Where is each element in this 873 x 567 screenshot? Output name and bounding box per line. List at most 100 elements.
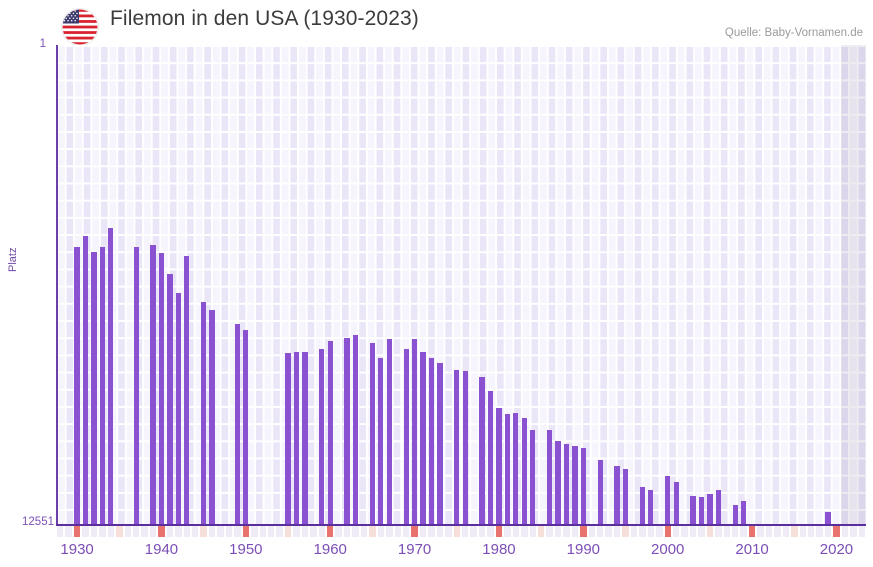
bar-1972 [428, 358, 435, 525]
x-axis-label-2000: 2000 [651, 541, 685, 558]
bar-1941 [167, 273, 173, 525]
bar-1990 [580, 448, 586, 525]
x-tick-1939 [149, 526, 157, 537]
bar-1970 [411, 338, 418, 525]
bar-1939 [150, 245, 156, 525]
x-tick-1953 [267, 526, 275, 537]
x-tick-1964 [360, 526, 368, 537]
page-title: Filemon in den USA (1930-2023) [110, 7, 419, 30]
x-tick-2006 [715, 526, 722, 537]
no-data-shaded-region [840, 45, 866, 525]
x-tick-2017 [807, 526, 815, 537]
x-tick-2019 [824, 526, 832, 537]
bar-1955 [285, 352, 291, 525]
x-tick-1947 [217, 526, 224, 537]
x-tick-1965 [369, 526, 376, 537]
x-tick-1990 [580, 526, 587, 537]
source-attribution: Quelle: Baby-Vornamen.de [724, 27, 863, 39]
x-tick-2022 [850, 526, 857, 537]
x-tick-1943 [183, 526, 190, 537]
x-axis-label-1970: 1970 [397, 541, 432, 558]
x-tick-1931 [82, 526, 89, 537]
bar-1973 [437, 363, 443, 525]
x-tick-1933 [99, 526, 106, 537]
x-tick-1948 [225, 526, 233, 537]
x-tick-1938 [141, 526, 148, 537]
bar-1998 [648, 489, 654, 525]
bar-2000 [665, 475, 671, 525]
x-tick-1974 [445, 526, 452, 537]
bar-1960 [327, 340, 333, 525]
x-tick-1984 [529, 526, 536, 537]
chart-header: Filemon in den USA (1930-2023) Quelle: B… [0, 0, 873, 45]
x-tick-1960 [327, 526, 334, 537]
bar-1971 [420, 352, 426, 525]
bar-1997 [639, 487, 645, 525]
x-tick-2023 [858, 526, 865, 537]
x-tick-1944 [192, 526, 199, 537]
x-tick-2005 [706, 526, 714, 537]
y-axis-tick-top: 1 [39, 38, 46, 50]
x-tick-1983 [521, 526, 528, 537]
x-tick-1986 [546, 526, 553, 537]
bar-1959 [319, 349, 325, 525]
x-tick-1958 [310, 526, 317, 537]
x-axis-label-1940: 1940 [144, 541, 179, 558]
x-tick-2016 [799, 526, 806, 537]
x-tick-1985 [537, 526, 545, 537]
bar-1979 [487, 391, 494, 525]
bar-1934 [108, 228, 114, 525]
x-tick-1987 [554, 526, 562, 537]
x-tick-1977 [470, 526, 477, 537]
x-axis-tick-strip [56, 526, 866, 537]
x-tick-1978 [478, 526, 486, 537]
x-tick-1942 [175, 526, 182, 537]
bar-2005 [707, 493, 713, 525]
bar-1946 [209, 310, 215, 525]
bar-2004 [698, 497, 705, 525]
x-tick-1950 [242, 526, 250, 537]
bar-1969 [403, 349, 409, 525]
x-tick-1968 [394, 526, 401, 537]
x-axis-line [56, 524, 866, 526]
bar-1933 [99, 247, 105, 525]
bar-1995 [622, 469, 629, 525]
bar-1981 [504, 413, 510, 525]
bar-1942 [175, 293, 181, 525]
x-tick-1970 [411, 526, 418, 537]
x-tick-1989 [571, 526, 579, 537]
bar-1975 [454, 370, 460, 525]
x-tick-1999 [656, 526, 663, 537]
x-tick-1955 [284, 526, 292, 537]
bar-1966 [378, 358, 384, 525]
bar-2009 [741, 500, 747, 525]
x-tick-2011 [757, 526, 764, 537]
bar-2001 [673, 481, 679, 525]
x-tick-1937 [132, 526, 140, 537]
bar-1978 [479, 377, 485, 525]
x-axis-labels: 1930 1940 1950 1960 1970 1980 1990 2000 2010 2020 [0, 541, 873, 565]
x-tick-1966 [377, 526, 385, 537]
x-tick-1979 [487, 526, 494, 537]
x-tick-2009 [740, 526, 747, 537]
x-tick-1928 [57, 526, 64, 537]
x-tick-1963 [352, 526, 359, 537]
x-tick-2018 [816, 526, 823, 537]
x-tick-2012 [765, 526, 773, 537]
bar-1984 [530, 429, 536, 525]
x-axis-label-2010: 2010 [735, 541, 769, 558]
bar-1987 [555, 440, 561, 525]
grid-stripes [56, 45, 866, 525]
bar-2003 [690, 496, 696, 525]
x-axis-label-2020: 2020 [819, 541, 854, 558]
x-tick-1992 [597, 526, 604, 537]
x-tick-1951 [251, 526, 258, 537]
x-tick-1930 [73, 526, 81, 537]
bar-1994 [614, 466, 620, 525]
bar-1931 [82, 236, 89, 525]
x-tick-1940 [158, 526, 165, 537]
x-tick-1973 [436, 526, 444, 537]
x-tick-1994 [613, 526, 621, 537]
x-tick-1971 [419, 526, 427, 537]
bar-1967 [386, 339, 392, 525]
